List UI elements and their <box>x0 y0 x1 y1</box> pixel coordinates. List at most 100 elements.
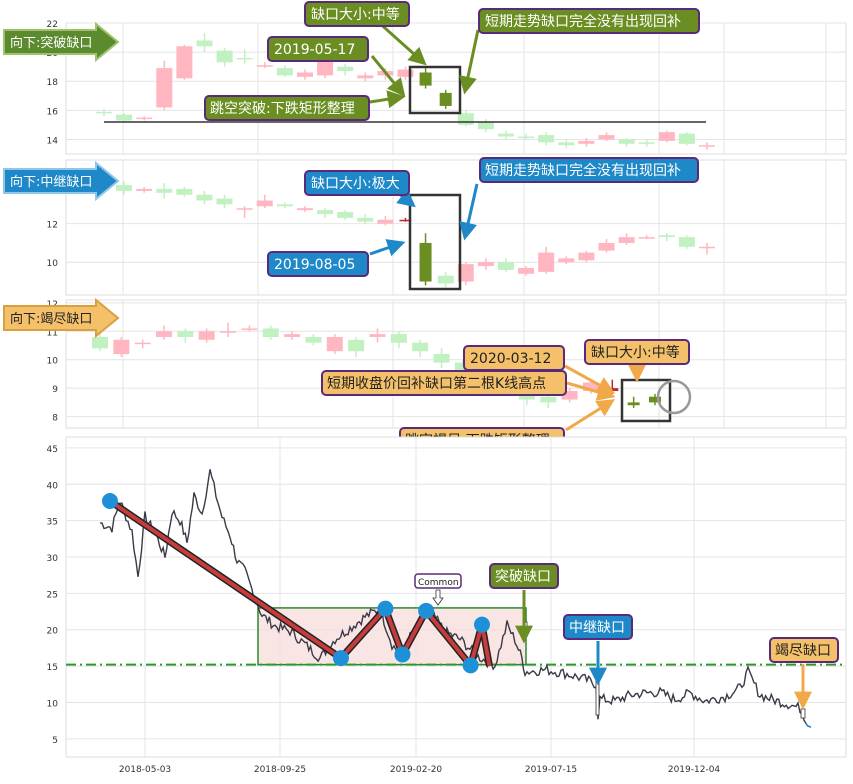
candle <box>116 113 133 122</box>
candle <box>578 137 595 147</box>
candle-body <box>538 252 555 272</box>
candle <box>357 214 374 224</box>
candle-body <box>196 40 213 47</box>
candle-body <box>518 136 535 139</box>
candle-body <box>241 328 258 330</box>
candle-body <box>582 382 599 392</box>
candle-body <box>699 145 715 147</box>
y-tick-label: 18 <box>47 78 59 88</box>
candle-body <box>598 135 615 140</box>
annotation-arrow <box>459 183 479 241</box>
candle <box>558 139 575 149</box>
panel-frame <box>65 159 847 296</box>
candle-body <box>369 334 386 337</box>
candle-body <box>497 262 514 270</box>
pivot-point <box>377 600 394 617</box>
candle-body <box>437 275 454 284</box>
candle <box>399 217 412 222</box>
candle-body <box>578 252 595 261</box>
candle <box>156 183 173 199</box>
candle-body <box>136 188 153 191</box>
tag-arrow: 向下:突破缺口 <box>3 21 120 63</box>
annotation-gap-size: 缺口大小:极大 <box>304 170 410 196</box>
panel-frame <box>65 436 847 758</box>
candle <box>262 325 279 340</box>
svg-text:短期收盘价回补缺口第二根K线高点: 短期收盘价回补缺口第二根K线高点 <box>327 375 546 392</box>
candle-body <box>196 194 213 201</box>
price-series <box>99 469 807 724</box>
candle-body <box>92 336 108 349</box>
gap-highlight-box <box>620 378 672 423</box>
candle <box>256 62 273 69</box>
candle <box>412 339 429 357</box>
candle <box>678 132 695 146</box>
annotation-no-fill: 短期走势缺口完全没有出现回补 <box>479 157 699 183</box>
candle-body <box>176 46 193 79</box>
candle-body <box>618 237 635 243</box>
candle <box>649 393 661 406</box>
candle <box>156 60 173 111</box>
gap-marker <box>800 708 806 719</box>
candle-body <box>156 331 173 337</box>
candle <box>276 65 293 77</box>
candle <box>198 328 215 343</box>
y-tick-label: 30 <box>47 554 59 564</box>
pivot-point <box>418 602 435 619</box>
candle-body <box>618 139 635 144</box>
annotation-date: 2019-05-17 <box>267 36 369 62</box>
candle <box>196 33 213 53</box>
candles <box>96 33 715 150</box>
candle-body <box>96 111 112 114</box>
panel-runaway-gap: 10 12 向下:中继缺口 缺口大小:极大 短期走势缺口完全没有出现回补 2019… <box>3 157 847 296</box>
candle <box>558 256 575 265</box>
candle <box>176 187 193 197</box>
y-tick-label: 12 <box>47 300 58 310</box>
candle <box>377 215 394 226</box>
candle <box>699 142 715 150</box>
candle-body <box>377 219 394 224</box>
candle <box>433 348 450 369</box>
pivot-point <box>394 646 411 663</box>
y-tick-label: 16 <box>47 107 59 117</box>
candle-body <box>136 117 153 120</box>
candle-body <box>177 331 194 337</box>
candle-body <box>678 237 695 247</box>
candle <box>538 132 555 146</box>
candle <box>699 242 715 255</box>
svg-text:Common: Common <box>418 578 459 588</box>
candle-body <box>390 334 407 343</box>
y-tick-label: 11 <box>47 328 58 338</box>
candle-body <box>357 217 374 222</box>
candle-body <box>412 342 429 352</box>
annotation-runaway: 中继缺口 <box>563 614 633 686</box>
candle-body <box>538 135 555 143</box>
candle <box>437 271 454 288</box>
pivot-point <box>332 650 349 667</box>
candle-body <box>658 235 675 238</box>
candle-body <box>638 142 655 144</box>
candle-body <box>540 396 557 403</box>
candle <box>561 388 578 403</box>
svg-text:突破缺口: 突破缺口 <box>495 569 551 585</box>
y-tick-label: 10 <box>47 699 59 709</box>
candle <box>196 190 213 205</box>
candle <box>276 202 293 209</box>
candle <box>296 206 313 213</box>
candle <box>236 206 253 218</box>
y-tick-label: 10 <box>47 259 59 269</box>
grid-lines <box>66 160 846 295</box>
annotation-gap-size: 缺口大小:中等 <box>304 1 410 27</box>
y-tick-labels: 8 9 10 11 12 <box>47 300 59 424</box>
svg-text:缺口大小:中等: 缺口大小:中等 <box>591 344 680 361</box>
candle <box>216 47 233 67</box>
panel-exhaustion-gap: 8 9 10 11 12 向下:竭尽缺口 2020-03-12 缺口大小:中等 短期收盘… <box>3 297 847 453</box>
candle <box>116 181 132 195</box>
svg-text:缺口大小:极大: 缺口大小:极大 <box>311 176 400 192</box>
y-tick-label: 45 <box>47 445 58 455</box>
candle-body <box>561 391 578 400</box>
candle-body <box>236 57 253 60</box>
candle-body <box>326 336 343 352</box>
candle <box>236 49 253 64</box>
svg-text:2020-03-12: 2020-03-12 <box>470 351 551 367</box>
